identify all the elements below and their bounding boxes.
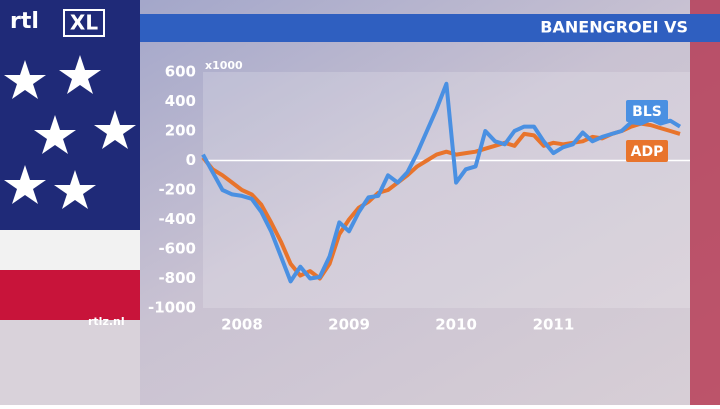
logo: rtl [10,9,39,34]
flag-stripe [0,270,140,320]
logo-badge: XL [70,11,98,35]
legend-box [626,140,668,162]
y-tick-label: -800 [158,269,196,287]
source: rtlz.nl [88,315,125,328]
legend-label: BLS [632,104,662,120]
x-tick-label: 2011 [533,316,575,334]
x-tick-label: 2008 [221,316,263,334]
flag-stripe [690,0,720,405]
legend-label: ADP [631,144,664,160]
logo-badge-box [63,9,105,37]
y-tick-label: 200 [165,122,196,140]
flag-stripe [0,320,140,405]
y-tick-label: -1000 [148,299,196,317]
series-line [201,81,682,284]
title-banner [140,14,720,42]
y-tick-label: -400 [158,210,196,228]
y-tick-label: -600 [158,240,196,258]
legend-box [626,100,668,122]
x-tick-label: 2009 [328,316,370,334]
flag-stripe [0,230,140,270]
x-tick-label: 2010 [435,316,477,334]
chart-title: BANENGROEI VS [540,18,688,37]
y-axis-label: x1000 [205,59,243,72]
stars [4,55,136,209]
y-tick-label: -200 [158,181,196,199]
y-tick-label: 400 [165,92,196,110]
y-tick-label: 600 [165,63,196,81]
y-tick-label: 0 [186,151,196,169]
plot-area [203,72,690,308]
